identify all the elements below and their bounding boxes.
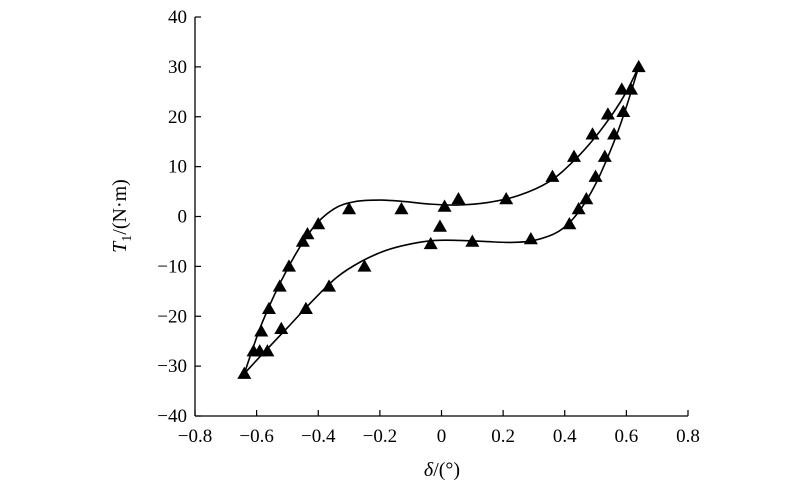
upper-branch-point xyxy=(300,226,315,240)
upper-branch-point xyxy=(600,107,615,120)
x-axis-title: δ/(°) xyxy=(424,459,460,481)
upper-branch-point xyxy=(394,202,409,215)
x-tick-label: 0.2 xyxy=(491,426,515,447)
upper-branch-point xyxy=(311,216,326,230)
upper-branch-point xyxy=(623,82,638,95)
y-tick-label: 30 xyxy=(168,57,187,78)
x-axis-title-unit: /(°) xyxy=(433,459,460,481)
x-tick-label: −0.6 xyxy=(239,426,273,447)
x-axis-title-variable: δ xyxy=(424,459,434,481)
upper-branch-point xyxy=(451,192,466,205)
y-axis-title-subscript: 1 xyxy=(120,235,135,242)
lower-branch-point xyxy=(597,149,612,162)
y-tick-label: 40 xyxy=(168,7,187,28)
lower-branch-point xyxy=(571,202,586,215)
y-tick-label: 10 xyxy=(168,157,187,178)
y-tick-label: −30 xyxy=(157,356,187,377)
upper-branch-point xyxy=(437,199,452,212)
x-tick-label: −0.8 xyxy=(178,426,212,447)
upper-branch-point xyxy=(614,82,629,95)
upper-branch-point xyxy=(295,234,310,247)
x-tick-label: −0.4 xyxy=(301,426,336,447)
lower-branch-point xyxy=(432,219,447,232)
data-markers xyxy=(237,59,646,379)
upper-branch-point xyxy=(237,366,252,379)
lower-branch-point xyxy=(423,236,438,250)
lower-branch-point xyxy=(562,216,577,230)
y-tick-label: 20 xyxy=(168,107,187,128)
lower-branch-point xyxy=(616,104,631,118)
lower-branch-point xyxy=(523,231,538,245)
lower-branch-point xyxy=(357,259,372,272)
lower-branch-point xyxy=(579,192,594,205)
upper-branch-point xyxy=(499,192,514,205)
x-tick-label: −0.2 xyxy=(363,426,397,447)
upper-branch-point xyxy=(631,59,646,73)
y-tick-label: 0 xyxy=(178,207,188,228)
lower-branch-point xyxy=(322,279,337,292)
lower-fitted-curve xyxy=(243,66,640,375)
x-tick-label: 0 xyxy=(437,426,447,447)
upper-branch-point xyxy=(281,259,296,272)
upper-branch-point xyxy=(566,149,581,162)
y-tick-label: −20 xyxy=(157,306,187,327)
upper-branch-point xyxy=(585,127,600,140)
lower-branch-point xyxy=(465,234,480,247)
fitted-curves xyxy=(243,66,640,375)
y-tick-label: −10 xyxy=(157,256,187,277)
x-axis-ticks: −0.8 −0.6 −0.4 −0.2 0 0.2 0.4 0.6 0.8 xyxy=(178,410,700,447)
x-tick-label: 0.4 xyxy=(553,426,577,447)
y-axis-title-variable: T xyxy=(109,240,131,253)
y-axis-title-unit: /(N·m) xyxy=(109,179,131,235)
upper-branch-point xyxy=(254,324,269,337)
lower-branch-point xyxy=(260,344,275,357)
y-tick-label: −40 xyxy=(157,406,187,427)
upper-branch-point xyxy=(342,202,357,215)
lower-branch-point xyxy=(274,321,289,334)
upper-branch-point xyxy=(545,169,560,182)
lower-branch-point xyxy=(588,169,603,182)
y-axis-title: T1/(N·m) xyxy=(109,179,135,253)
lower-branch-point xyxy=(298,301,313,315)
lower-branch-point xyxy=(607,127,622,140)
upper-fitted-curve xyxy=(243,66,640,374)
y-axis-ticks: −40 −30 −20 −10 0 10 20 30 40 xyxy=(157,7,201,427)
upper-branch-point xyxy=(272,279,287,292)
x-tick-label: 0.6 xyxy=(615,426,639,447)
x-tick-label: 0.8 xyxy=(676,426,700,447)
upper-branch-point xyxy=(261,301,276,315)
